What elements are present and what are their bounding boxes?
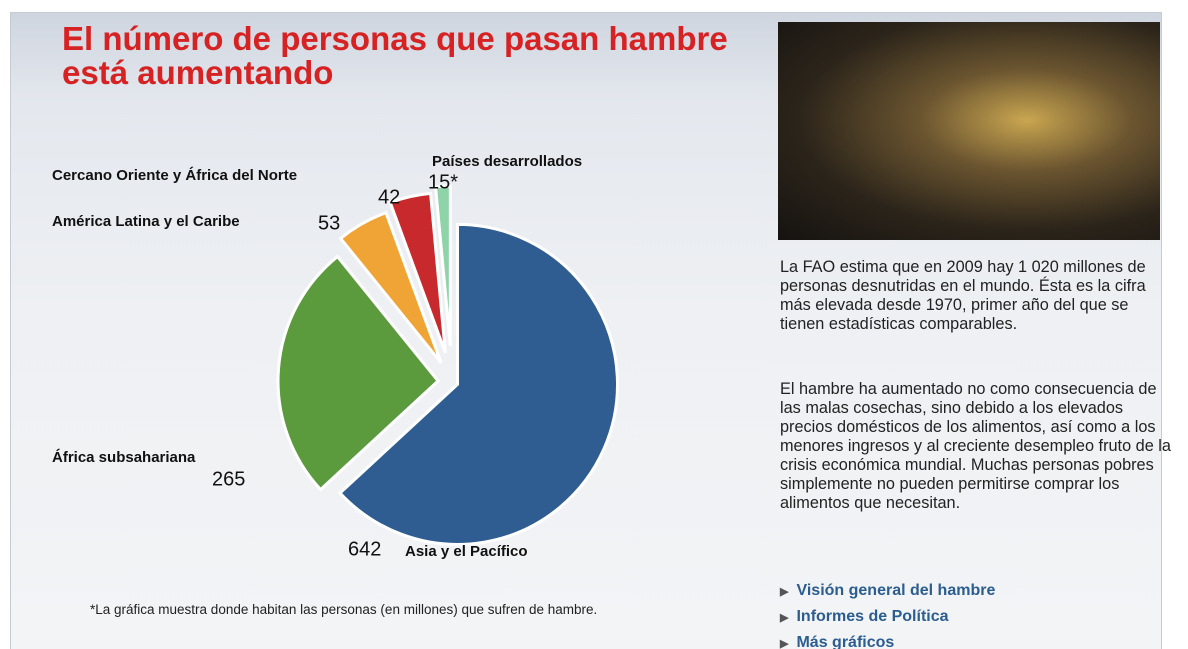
chart-title: El número de personas que pasan hambre e…: [62, 20, 728, 91]
footnote: *La gráfica muestra donde habitan las pe…: [90, 602, 598, 617]
slice-value: 15*: [428, 171, 458, 193]
slice-category: América Latina y el Caribe: [52, 213, 240, 230]
pie-slice: [337, 222, 619, 546]
link[interactable]: Visión general del hambre: [780, 582, 995, 600]
photo: [778, 22, 1160, 240]
slice-value: 265: [212, 468, 245, 490]
slice-category: Países desarrollados: [432, 153, 582, 170]
pie-slice: [338, 210, 443, 364]
slice-category: Cercano Oriente y África del Norte: [52, 167, 297, 184]
link[interactable]: Más gráficos: [780, 634, 894, 649]
pie-slice: [433, 184, 452, 347]
paragraph: El hambre ha aumentado no como consecuen…: [780, 380, 1171, 512]
slice-value: 42: [378, 186, 400, 208]
slice-value: 53: [318, 212, 340, 234]
chart: Asia y el Pacífico 642 África subsahariana…: [52, 153, 619, 560]
pie-slice: [276, 254, 441, 492]
paragraph: La FAO estima que en 2009 hay 1 020 mill…: [780, 258, 1146, 333]
slice-category: Asia y el Pacífico: [405, 543, 528, 560]
slice-category: África subsahariana: [52, 449, 196, 466]
link[interactable]: Informes de Política: [780, 608, 948, 626]
pie-slice: [388, 191, 447, 354]
slice-value: 642: [348, 538, 381, 560]
